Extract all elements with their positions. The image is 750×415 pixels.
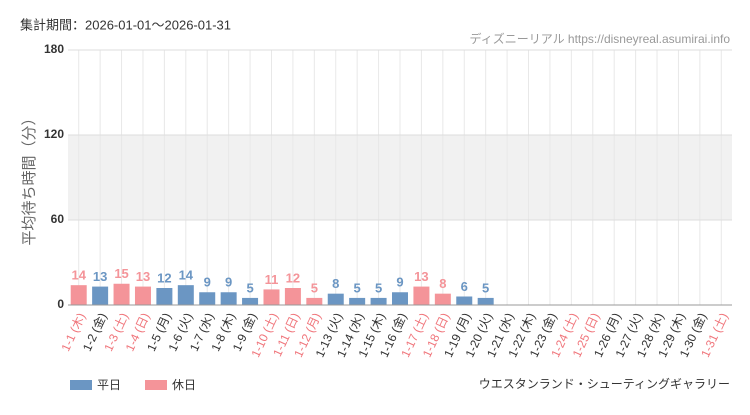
bar — [156, 288, 173, 305]
y-tick-label: 180 — [44, 42, 64, 56]
bar — [306, 297, 323, 305]
value-label: 5 — [375, 280, 382, 295]
value-label: 12 — [286, 270, 300, 285]
value-label: 9 — [396, 275, 403, 290]
bar — [220, 292, 237, 305]
bar — [477, 297, 494, 305]
bar — [370, 297, 387, 305]
chart-subtitle: 集計期間：2026-01-01〜2026-01-31 — [20, 17, 231, 32]
value-label: 5 — [311, 280, 318, 295]
legend-label: 休日 — [172, 378, 196, 392]
value-label: 8 — [332, 276, 339, 291]
bar — [413, 286, 430, 305]
bar — [92, 286, 109, 305]
bar — [284, 288, 301, 305]
value-label: 5 — [354, 280, 361, 295]
bar — [349, 297, 366, 305]
bar — [327, 293, 344, 305]
bar — [199, 292, 216, 305]
bar — [113, 283, 130, 305]
y-axis-title: 平均待ち時間（分） — [21, 110, 38, 245]
legend-swatch — [145, 380, 167, 390]
bar — [392, 292, 408, 305]
value-label: 6 — [461, 279, 468, 294]
value-label: 14 — [71, 268, 86, 283]
value-label: 8 — [439, 276, 446, 291]
legend-label: 平日 — [97, 378, 121, 392]
value-label: 13 — [93, 269, 107, 284]
value-label: 14 — [179, 268, 194, 283]
value-label: 13 — [136, 269, 150, 284]
chart-title: ウエスタンランド・シューティングギャラリー — [479, 377, 730, 391]
source: ディズニーリアル https://disneyreal.asumirai.inf… — [470, 31, 731, 46]
bar — [177, 285, 194, 305]
bar — [70, 285, 87, 305]
y-tick-label: 60 — [51, 212, 65, 226]
y-tick-label: 120 — [44, 127, 64, 141]
bar — [134, 286, 151, 305]
value-label: 5 — [482, 280, 489, 295]
value-label: 12 — [157, 270, 171, 285]
value-label: 9 — [225, 275, 232, 290]
value-label: 9 — [204, 275, 211, 290]
bar — [456, 296, 473, 305]
value-label: 11 — [265, 272, 279, 287]
value-label: 5 — [246, 280, 253, 295]
y-tick-label: 0 — [57, 297, 64, 311]
legend-swatch — [70, 380, 92, 390]
value-label: 13 — [414, 269, 428, 284]
value-label: 15 — [114, 266, 128, 281]
bar — [242, 297, 259, 305]
bar — [263, 289, 280, 305]
bar — [434, 293, 451, 305]
